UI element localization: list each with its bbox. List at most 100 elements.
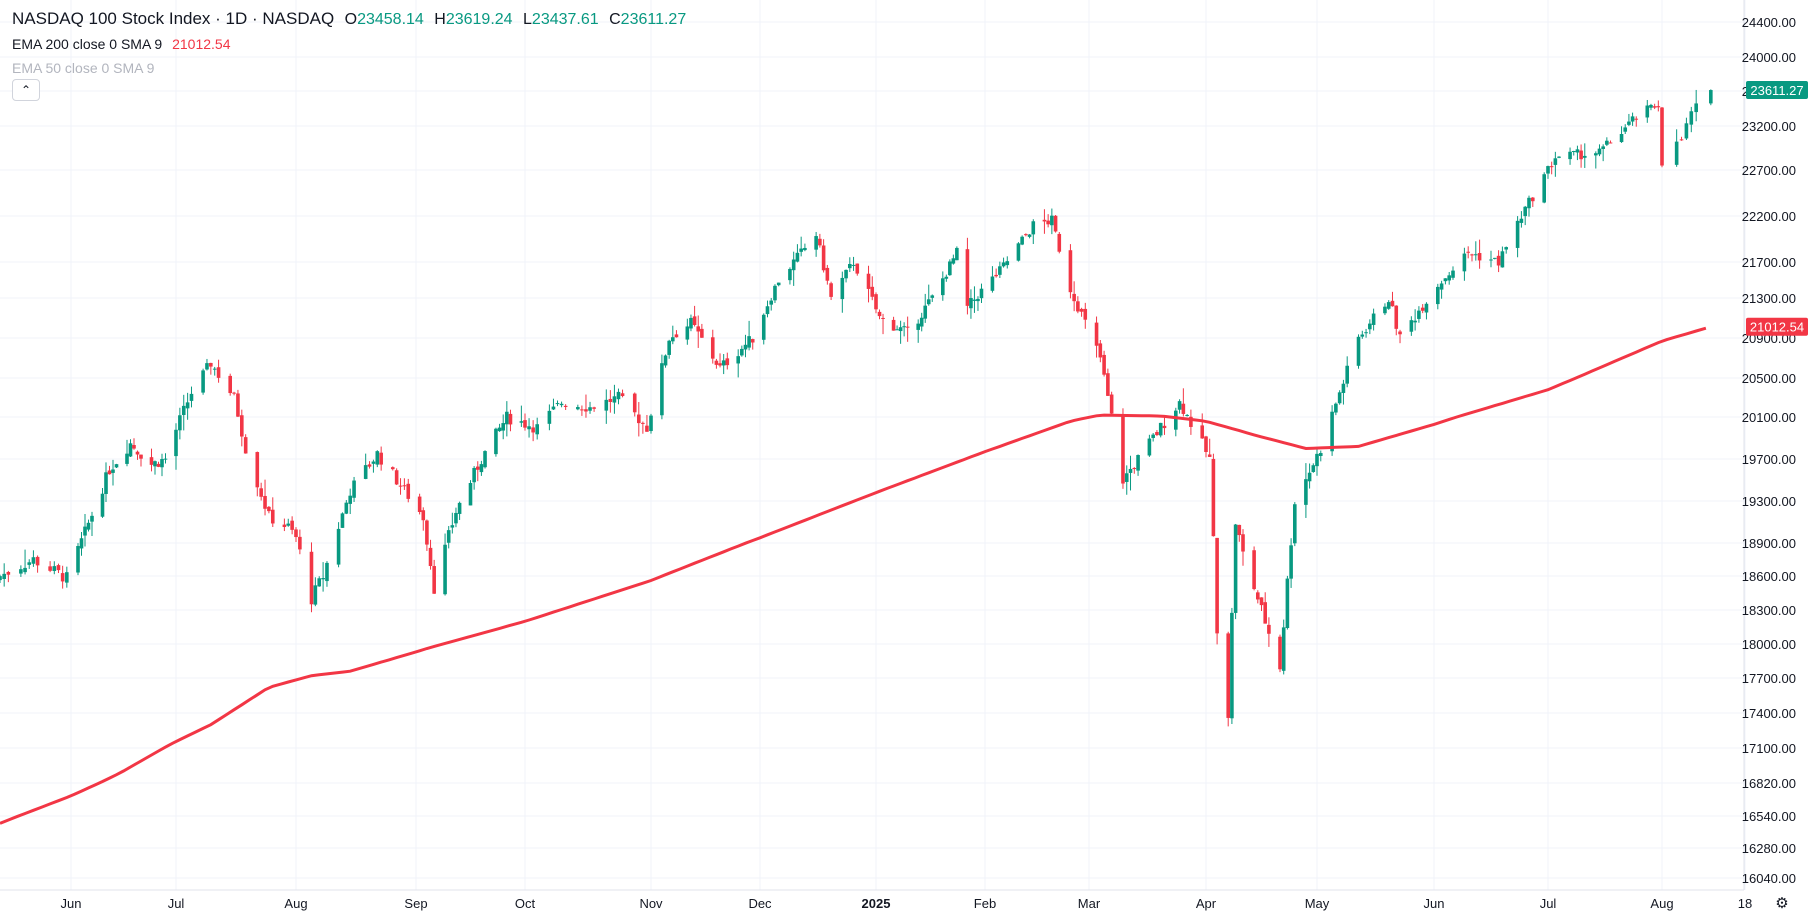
time-tick-label: Feb xyxy=(974,896,996,911)
candle-body xyxy=(637,414,641,424)
candle xyxy=(902,322,906,337)
candle xyxy=(1293,502,1297,547)
candle-body xyxy=(313,585,318,605)
candle xyxy=(1016,242,1021,262)
candle-body xyxy=(1162,425,1167,429)
candle-body xyxy=(714,360,719,365)
ema200-indicator-label[interactable]: EMA 200 close 0 SMA 9 xyxy=(12,36,163,52)
candle xyxy=(270,497,275,528)
candle-body xyxy=(27,562,32,565)
candle-body xyxy=(1496,255,1501,266)
candle xyxy=(259,482,263,501)
candle xyxy=(1177,399,1182,414)
candle-body xyxy=(1207,454,1212,457)
candle xyxy=(1304,463,1308,518)
candle-body xyxy=(700,328,704,338)
candle xyxy=(1098,340,1103,363)
candle xyxy=(149,448,154,472)
candle xyxy=(425,519,429,551)
candle-body xyxy=(23,567,27,573)
candle xyxy=(450,512,455,534)
candle xyxy=(948,259,952,276)
candle xyxy=(340,512,345,528)
candle-body xyxy=(1546,166,1550,174)
candle-body xyxy=(1083,308,1088,320)
candle-body xyxy=(100,493,105,517)
candle xyxy=(139,454,143,467)
time-tick-label: Jul xyxy=(168,896,185,911)
symbol-title[interactable]: NASDAQ 100 Stock Index · 1D · NASDAQ xyxy=(12,9,335,28)
candle xyxy=(1645,99,1650,123)
candle-body xyxy=(83,526,87,536)
candle-body xyxy=(1128,468,1133,473)
chart-settings-button[interactable]: ⚙ xyxy=(1769,890,1795,916)
candle xyxy=(1579,144,1583,168)
candle-body xyxy=(139,454,143,459)
candle-body xyxy=(718,363,722,366)
candle-body xyxy=(31,557,36,564)
candle-body xyxy=(919,317,924,327)
candle-body xyxy=(1679,139,1684,141)
candle-body xyxy=(181,405,186,416)
candle-body xyxy=(1241,534,1245,552)
candle-body xyxy=(216,367,221,378)
svg-text:23611.27: 23611.27 xyxy=(1750,83,1803,98)
candle xyxy=(494,427,498,457)
candle xyxy=(156,461,161,468)
candle xyxy=(1634,116,1639,127)
candle-body xyxy=(1237,524,1242,536)
time-tick-label: Dec xyxy=(748,896,772,911)
candle xyxy=(689,314,693,332)
candle-body xyxy=(205,363,209,370)
candle-body xyxy=(814,236,818,250)
candle-body xyxy=(1549,166,1554,168)
candle-body xyxy=(551,406,556,410)
candle-body xyxy=(1334,403,1338,413)
candle-body xyxy=(645,425,649,432)
candle xyxy=(612,384,617,414)
candle-body xyxy=(736,356,740,364)
price-tick-label: 18300.00 xyxy=(1742,603,1796,618)
ema50-indicator-label[interactable]: EMA 50 close 0 SMA 9 xyxy=(12,60,155,76)
candle xyxy=(1031,219,1036,245)
candle xyxy=(1413,309,1417,331)
candle xyxy=(1215,537,1219,645)
candle xyxy=(1594,151,1598,169)
candle-body xyxy=(1394,305,1399,329)
price-axis[interactable]: 24400.0024000.0023600.0023200.0022700.00… xyxy=(1742,15,1796,886)
time-tick-label: Aug xyxy=(1650,896,1673,911)
candle xyxy=(740,345,744,357)
candle xyxy=(125,439,129,467)
candle xyxy=(584,394,588,418)
candle xyxy=(998,261,1002,279)
candle xyxy=(1174,407,1178,437)
ema-200-line xyxy=(0,326,1707,825)
candle xyxy=(559,401,564,408)
candle xyxy=(866,265,871,303)
candle xyxy=(1307,463,1312,489)
candle-body xyxy=(1568,151,1572,160)
candle-body xyxy=(1102,354,1106,375)
candle xyxy=(1278,634,1282,673)
time-axis[interactable]: Jun Jul Aug Sep Oct Nov Dec 2025 Feb Mar Apr May Jun… xyxy=(61,896,1753,911)
candle-body xyxy=(475,466,480,470)
candle-body xyxy=(1500,251,1505,268)
candle xyxy=(1136,454,1140,476)
candle xyxy=(519,405,524,427)
candle-body xyxy=(1371,313,1376,325)
price-tick-label: 17100.00 xyxy=(1742,741,1796,756)
candle xyxy=(1147,434,1152,457)
candle xyxy=(1684,117,1689,141)
candle xyxy=(604,389,609,424)
candle xyxy=(1568,147,1572,165)
candle-body xyxy=(1341,383,1346,393)
candle-body xyxy=(1285,578,1290,629)
low-label: L xyxy=(523,11,532,28)
candle-body xyxy=(1597,148,1602,155)
candle-body xyxy=(472,467,476,483)
candle-body xyxy=(1278,636,1282,670)
legend-collapse-button[interactable]: ⌃ xyxy=(12,79,40,101)
candle xyxy=(747,320,751,351)
candle xyxy=(1383,303,1387,316)
